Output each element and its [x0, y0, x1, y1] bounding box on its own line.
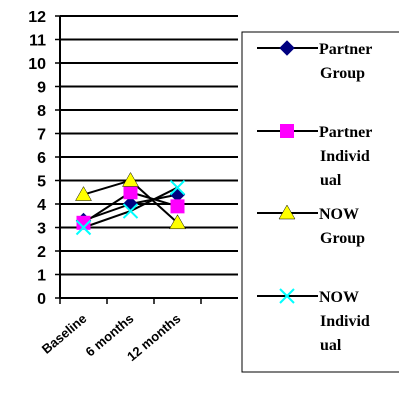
legend-label: Group — [320, 230, 365, 247]
square-marker — [123, 185, 138, 200]
axes — [55, 15, 249, 304]
y-tick-label: 2 — [37, 244, 46, 261]
series-markers — [75, 171, 186, 236]
legend-item: NOW Group — [257, 204, 365, 247]
triangle-marker — [278, 204, 296, 220]
triangle-marker — [169, 214, 186, 230]
x-tick-label: Baseline — [39, 311, 90, 357]
x-marker-stroke — [75, 219, 92, 236]
x-marker — [279, 288, 295, 304]
legend-label: ual — [320, 172, 342, 189]
legend-label: Partner — [319, 124, 372, 141]
y-tick-label: 7 — [37, 127, 46, 144]
y-tick-label: 6 — [37, 150, 46, 167]
legend-label: NOW — [319, 289, 359, 306]
x-marker-stroke — [169, 179, 186, 196]
y-tick-label: 12 — [28, 9, 46, 26]
triangle-marker — [75, 186, 92, 201]
square-marker — [76, 215, 91, 230]
legend-item: Partner Group — [257, 40, 372, 82]
x-marker — [169, 179, 186, 196]
legend-item: Partner Individ ual — [257, 124, 372, 189]
y-tick-label: 10 — [28, 56, 46, 73]
legend-item: NOW Individ ual — [257, 288, 370, 354]
square-marker — [280, 124, 294, 138]
y-tick-label: 4 — [37, 197, 46, 214]
x-marker — [75, 219, 92, 236]
square-marker — [170, 199, 185, 214]
triangle-marker — [122, 171, 139, 187]
y-tick-label: 11 — [29, 33, 46, 50]
y-tick-label: 1 — [37, 268, 46, 285]
diamond-marker — [279, 40, 295, 56]
legend-label: Individ — [320, 148, 370, 165]
y-tick-label: 8 — [37, 103, 46, 120]
x-marker-stroke — [122, 203, 139, 219]
x-marker-stroke — [279, 288, 295, 304]
legend-label: NOW — [319, 206, 359, 223]
legend-label: ual — [320, 337, 342, 354]
y-tick-label: 0 — [37, 291, 46, 308]
y-tick-label: 9 — [37, 80, 46, 97]
legend-label: Individ — [320, 313, 370, 330]
y-tick-label: 3 — [37, 221, 46, 238]
legend-box — [241, 31, 399, 373]
legend-label: Group — [320, 65, 365, 82]
x-marker — [122, 203, 139, 219]
legend-label: Partner — [319, 41, 372, 58]
y-tick-label: 5 — [37, 174, 46, 191]
legend: PartnerGroupPartnerIndividualNOWGroupNOW… — [241, 31, 399, 373]
gridlines — [60, 15, 238, 276]
